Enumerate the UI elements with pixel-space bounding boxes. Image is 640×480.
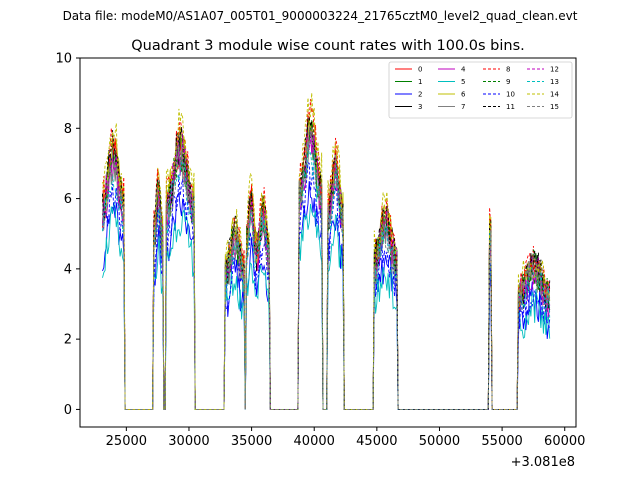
y-tick-label: 8 <box>64 122 72 137</box>
legend-label-0: 0 <box>418 66 422 74</box>
legend-label-11: 11 <box>506 103 515 111</box>
legend-label-2: 2 <box>418 91 422 99</box>
legend-label-4: 4 <box>461 66 466 74</box>
y-axis: 0 2 4 6 8 10 <box>55 52 80 418</box>
legend-label-15: 15 <box>550 103 559 111</box>
y-tick-label: 6 <box>64 192 72 207</box>
figure-suptitle: Data file: modeM0/AS1A07_005T01_90000032… <box>63 9 578 23</box>
legend-label-13: 13 <box>550 78 559 86</box>
x-tick-label: 60000 <box>544 434 585 449</box>
y-tick-label: 2 <box>64 333 72 348</box>
legend-label-7: 7 <box>461 103 465 111</box>
plot-frame <box>79 57 577 428</box>
x-axis: 25000 30000 35000 40000 45000 50000 55000 60000 <box>106 427 585 449</box>
legend-label-3: 3 <box>418 103 422 111</box>
legend-label-5: 5 <box>461 78 465 86</box>
x-tick-label: 30000 <box>168 434 209 449</box>
legend-label-6: 6 <box>461 91 466 99</box>
legend-label-12: 12 <box>550 66 559 74</box>
x-offset-label: +3.081e8 <box>511 455 575 470</box>
y-tick-label: 10 <box>55 52 72 67</box>
legend-label-10: 10 <box>506 91 515 99</box>
x-tick-label: 35000 <box>231 434 272 449</box>
x-tick-label: 40000 <box>294 434 335 449</box>
series-line-15 <box>102 126 551 410</box>
legend-box <box>388 61 573 119</box>
x-tick-label: 50000 <box>419 434 460 449</box>
y-tick-label: 4 <box>64 262 72 277</box>
legend-label-1: 1 <box>418 78 422 86</box>
series-layer <box>102 92 551 410</box>
chart-title: Quadrant 3 module wise count rates with … <box>131 38 525 54</box>
x-tick-label: 45000 <box>356 434 397 449</box>
x-tick-label: 25000 <box>106 434 147 449</box>
legend-label-14: 14 <box>550 91 559 99</box>
legend-label-9: 9 <box>506 78 510 86</box>
legend-label-8: 8 <box>506 66 510 74</box>
y-tick-label: 0 <box>64 403 72 418</box>
x-tick-label: 55000 <box>481 434 522 449</box>
